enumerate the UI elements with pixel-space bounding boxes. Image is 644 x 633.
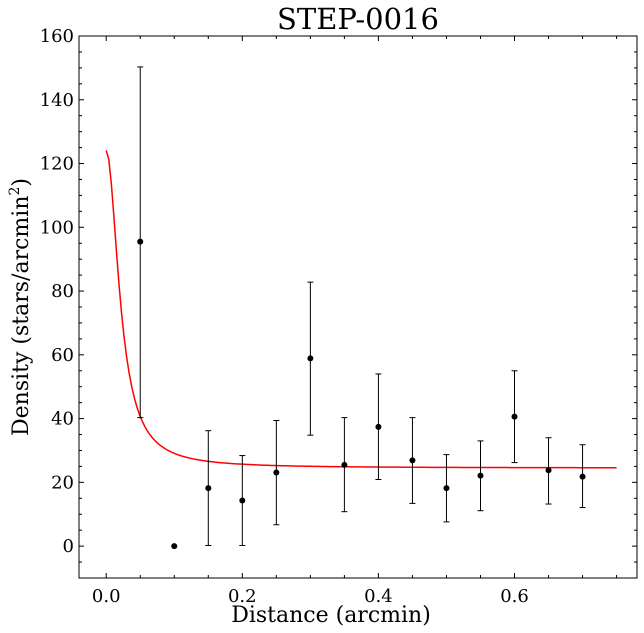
data-point [375, 423, 382, 430]
y-tick-label: 120 [40, 154, 74, 175]
fit-curve-layer [105, 150, 617, 469]
y-axis-label-close: ) [9, 178, 34, 187]
y-tick-label: 160 [40, 26, 74, 47]
data-point [545, 467, 552, 474]
y-tick-label: 100 [40, 217, 74, 238]
x-tick-label: 0.6 [500, 586, 529, 607]
data-point [511, 413, 518, 420]
y-axis-label-main: Density (stars/arcmin [9, 196, 34, 437]
y-tick-label: 60 [51, 345, 74, 366]
y-axis-label-superscript: 2 [7, 187, 23, 196]
y-axis-label: Density (stars/arcmin2) [7, 178, 34, 436]
x-axis-label: Distance (arcmin) [231, 603, 431, 628]
data-point [137, 238, 144, 245]
data-point [409, 457, 416, 464]
y-tick-label: 40 [51, 409, 74, 430]
data-point [171, 543, 178, 550]
data-point [273, 469, 280, 476]
y-tick-label: 80 [51, 281, 74, 302]
fit-curve [105, 150, 617, 469]
data-point [239, 497, 246, 504]
data-point [341, 461, 348, 468]
plot-frame [78, 35, 638, 579]
data-point [205, 485, 212, 492]
x-tick-label: 0.4 [364, 586, 393, 607]
x-tick-label: 0.0 [92, 586, 121, 607]
x-tick-label: 0.2 [228, 586, 257, 607]
data-point [477, 472, 484, 479]
data-point [579, 473, 586, 480]
data-point [443, 485, 450, 492]
y-tick-label: 20 [51, 472, 74, 493]
tick-labels: 0.0 0.2 0.4 0.6 0 20 40 60 80 100 120 140 160 [40, 26, 529, 607]
y-tick-label: 140 [40, 90, 74, 111]
data-point [307, 355, 314, 362]
chart-title: STEP-0016 [277, 2, 439, 36]
data-points-layer [137, 66, 586, 550]
y-tick-label: 0 [63, 536, 74, 557]
